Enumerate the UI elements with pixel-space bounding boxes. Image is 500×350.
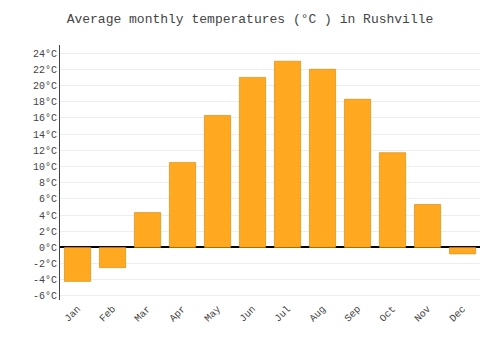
svg-text:-4°C: -4°C bbox=[33, 275, 57, 286]
svg-text:Oct: Oct bbox=[378, 304, 399, 325]
svg-text:8°C: 8°C bbox=[39, 178, 57, 189]
svg-text:Jun: Jun bbox=[238, 304, 259, 325]
svg-text:Average monthly temperatures (: Average monthly temperatures (°C ) in Ru… bbox=[67, 12, 434, 27]
svg-text:14°C: 14°C bbox=[33, 130, 57, 141]
svg-text:Nov: Nov bbox=[413, 304, 434, 325]
svg-text:-2°C: -2°C bbox=[33, 259, 57, 270]
svg-text:Jul: Jul bbox=[273, 304, 294, 325]
svg-text:18°C: 18°C bbox=[33, 97, 57, 108]
svg-text:2°C: 2°C bbox=[39, 227, 57, 238]
svg-text:20°C: 20°C bbox=[33, 81, 57, 92]
svg-text:16°C: 16°C bbox=[33, 113, 57, 124]
svg-text:0°C: 0°C bbox=[39, 243, 57, 254]
svg-text:12°C: 12°C bbox=[33, 146, 57, 157]
svg-text:Sep: Sep bbox=[343, 304, 364, 325]
svg-text:Aug: Aug bbox=[308, 304, 329, 325]
svg-text:Apr: Apr bbox=[168, 304, 189, 325]
svg-text:Jan: Jan bbox=[63, 304, 84, 325]
svg-text:24°C: 24°C bbox=[33, 49, 57, 60]
svg-text:4°C: 4°C bbox=[39, 211, 57, 222]
svg-text:10°C: 10°C bbox=[33, 162, 57, 173]
svg-text:Mar: Mar bbox=[133, 304, 154, 325]
svg-text:Dec: Dec bbox=[448, 304, 469, 325]
svg-text:-6°C: -6°C bbox=[33, 291, 57, 302]
svg-text:May: May bbox=[203, 304, 224, 325]
svg-text:6°C: 6°C bbox=[39, 194, 57, 205]
svg-text:22°C: 22°C bbox=[33, 65, 57, 76]
svg-text:Feb: Feb bbox=[98, 304, 119, 325]
